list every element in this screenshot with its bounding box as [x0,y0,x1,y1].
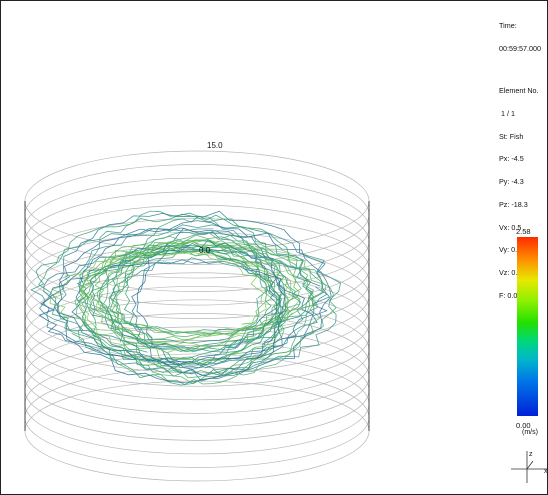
trajectory-loop [86,245,281,386]
tank-ring [24,353,370,455]
tank-ring [24,150,370,252]
py-value: Py: -4.3 [499,177,524,187]
vy-value: Vy: 0.2 [499,245,522,255]
tank-ring [24,367,370,468]
trajectory-loop [82,239,326,335]
trajectory-loop [99,245,302,353]
top-ring-label: 15.0 [207,141,223,150]
trajectory-loop [53,220,332,384]
trajectory-loop [49,210,331,369]
trajectory-loop [76,249,328,334]
colorbar-gradient [517,237,538,416]
pz-value: Pz: -18.3 [499,199,528,209]
trajectory-loop [131,239,287,382]
trajectory-loop [94,244,300,336]
fish-trajectory [30,210,341,386]
colorbar-min-label: 0.00 [516,421,531,430]
trajectory-loop [57,224,341,377]
element-value: 1 / 1 [499,108,515,118]
inner-ring-label: 0.0 [199,246,211,255]
vz-value: Vz: 0.0 [499,268,522,278]
element-label: Element No. [499,85,539,95]
f-value: F: 0.00 [499,290,522,300]
trajectory-loop [80,241,275,341]
trajectory-loop [114,239,290,376]
trajectory-loop [71,227,280,364]
trajectory-loop [49,250,301,343]
colorbar-max-label: 2.58 [516,227,531,236]
st-value: St: Fish [499,131,524,141]
x-axis-label: x [544,468,548,475]
tank-walls [24,201,370,431]
px-value: Px: -4.5 [499,154,524,164]
trajectory-loop [111,240,282,386]
z-axis-label: z [529,451,533,458]
info-panel: Time: 00:59:57.000 Element No. 1 / 1 St:… [499,7,541,315]
trajectory-loop [107,257,286,369]
time-label: Time: [499,21,517,31]
trajectory-loop [101,231,315,379]
axis-triad-icon: z x [511,451,548,483]
trajectory-loop [79,247,267,354]
tank-ring [24,380,370,482]
trajectory-loop [42,244,328,363]
colorbar-unit-label: (m/s) [522,429,538,436]
time-value: 00:59:57.000 [499,43,541,53]
trajectory-loop [90,251,289,348]
vx-value: Vx: 0.5 [499,222,522,232]
